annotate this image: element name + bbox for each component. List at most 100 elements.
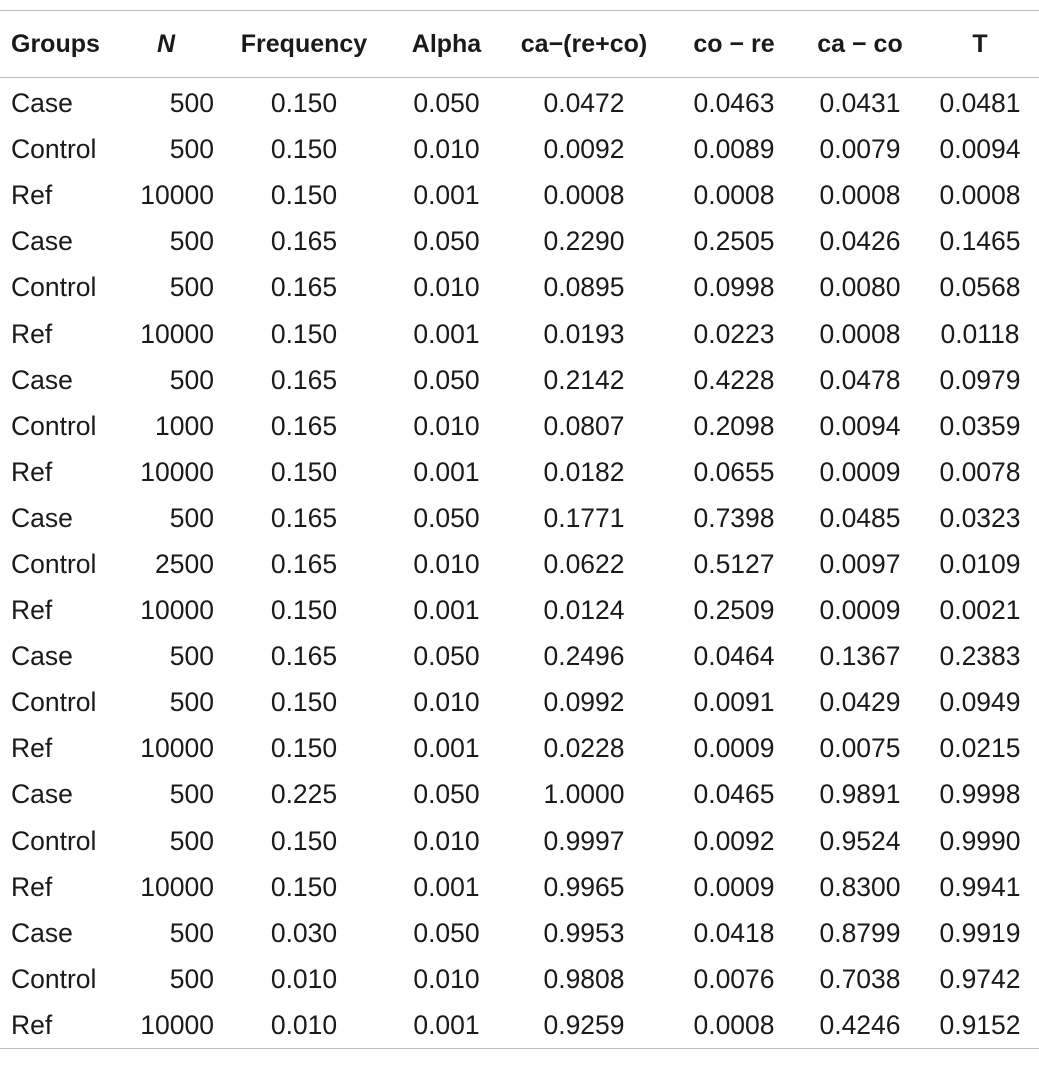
cell-n: 500 (169, 272, 214, 303)
cell-n: 10000 (140, 318, 214, 349)
cell-ca-minus-co: 0.7038 (819, 963, 901, 994)
cell-frequency: 0.165 (270, 502, 338, 533)
cell-co-minus-re: 0.0465 (693, 779, 775, 810)
cell-co-minus-re: 0.0009 (693, 733, 775, 764)
cell-n: 500 (169, 917, 214, 948)
cell-ca-minus-re-co: 0.9965 (543, 871, 625, 902)
cell-alpha: 0.050 (413, 226, 480, 257)
cell-t: 0.2383 (939, 641, 1021, 672)
cell-t: 0.0008 (939, 180, 1021, 211)
cell-group: Ref (11, 733, 53, 764)
cell-co-minus-re: 0.0463 (693, 88, 775, 119)
cell-co-minus-re: 0.0418 (693, 917, 775, 948)
cell-ca-minus-re-co: 0.0622 (543, 548, 625, 579)
cell-alpha: 0.010 (413, 134, 480, 165)
cell-co-minus-re: 0.0009 (693, 871, 775, 902)
cell-co-minus-re: 0.0464 (693, 641, 775, 672)
cell-ca-minus-re-co: 0.0807 (543, 410, 625, 441)
cell-alpha: 0.010 (413, 548, 480, 579)
table-row: Control 500 0.150 0.010 0.9997 0.0092 0.9524 0.… (0, 818, 1039, 864)
cell-ca-minus-co: 0.9891 (819, 779, 901, 810)
cell-n: 10000 (140, 733, 214, 764)
cell-frequency: 0.150 (270, 134, 338, 165)
cell-group: Case (11, 917, 73, 948)
header-t: T (972, 29, 988, 58)
cell-group: Control (11, 410, 97, 441)
header-groups: Groups (11, 29, 100, 58)
cell-frequency: 0.150 (270, 825, 338, 856)
cell-co-minus-re: 0.0076 (693, 963, 775, 994)
cell-t: 0.0094 (939, 134, 1021, 165)
cell-ca-minus-co: 0.0097 (819, 548, 901, 579)
cell-ca-minus-re-co: 0.0008 (543, 180, 625, 211)
table-row: Control 500 0.150 0.010 0.0992 0.0091 0.0429 0.… (0, 679, 1039, 725)
cell-co-minus-re: 0.0089 (693, 134, 775, 165)
cell-group: Ref (11, 180, 53, 211)
cell-co-minus-re: 0.2098 (693, 410, 775, 441)
cell-alpha: 0.010 (413, 272, 480, 303)
cell-alpha: 0.010 (413, 825, 480, 856)
cell-t: 0.1465 (939, 226, 1021, 257)
cell-group: Case (11, 364, 73, 395)
cell-co-minus-re: 0.0091 (693, 687, 775, 718)
cell-t: 0.0359 (939, 410, 1021, 441)
cell-ca-minus-co: 0.8300 (819, 871, 901, 902)
table-row: Case 500 0.165 0.050 0.1771 0.7398 0.0485 0.032… (0, 495, 1039, 541)
cell-group: Case (11, 226, 73, 257)
cell-t: 0.0118 (940, 318, 1020, 349)
table-row: Ref 10000 0.150 0.001 0.9965 0.0009 0.8300 0.99… (0, 864, 1039, 910)
cell-t: 0.9990 (939, 825, 1021, 856)
cell-t: 0.9152 (939, 1009, 1021, 1040)
cell-t: 0.9919 (939, 917, 1021, 948)
cell-frequency: 0.165 (270, 272, 338, 303)
cell-ca-minus-co: 0.0079 (819, 134, 901, 165)
table-row: Ref 10000 0.150 0.001 0.0228 0.0009 0.0075 0.02… (0, 725, 1039, 771)
cell-ca-minus-co: 0.0008 (819, 180, 901, 211)
cell-group: Case (11, 88, 73, 119)
cell-group: Control (11, 548, 97, 579)
cell-co-minus-re: 0.0008 (693, 1009, 775, 1040)
cell-group: Ref (11, 318, 53, 349)
cell-ca-minus-co: 0.0080 (819, 272, 901, 303)
cell-n: 500 (169, 687, 214, 718)
results-table-container: Groups N Frequency Alpha ca−(re+co) co −… (0, 10, 1039, 1049)
cell-ca-minus-re-co: 0.2142 (543, 364, 625, 395)
cell-alpha: 0.001 (413, 871, 480, 902)
cell-frequency: 0.165 (270, 364, 338, 395)
cell-frequency: 0.165 (270, 641, 338, 672)
cell-co-minus-re: 0.0655 (693, 456, 775, 487)
cell-co-minus-re: 0.5127 (693, 548, 775, 579)
cell-ca-minus-co: 0.1367 (819, 641, 901, 672)
cell-frequency: 0.165 (270, 548, 338, 579)
cell-ca-minus-re-co: 0.1771 (543, 502, 625, 533)
cell-n: 10000 (140, 456, 214, 487)
cell-alpha: 0.001 (413, 318, 480, 349)
cell-ca-minus-co: 0.0075 (819, 733, 901, 764)
header-ca-minus-re-co: ca−(re+co) (520, 29, 648, 58)
cell-alpha: 0.010 (413, 687, 480, 718)
cell-ca-minus-re-co: 0.9997 (543, 825, 625, 856)
cell-t: 0.9998 (939, 779, 1021, 810)
cell-co-minus-re: 0.0223 (693, 318, 775, 349)
cell-t: 0.0979 (939, 364, 1021, 395)
cell-ca-minus-co: 0.8799 (819, 917, 901, 948)
cell-co-minus-re: 0.2509 (693, 595, 775, 626)
cell-n: 10000 (140, 1009, 214, 1040)
cell-frequency: 0.150 (270, 88, 338, 119)
cell-ca-minus-re-co: 0.0472 (543, 88, 625, 119)
cell-t: 0.9742 (939, 963, 1021, 994)
cell-frequency: 0.150 (270, 871, 338, 902)
cell-n: 500 (169, 963, 214, 994)
cell-ca-minus-re-co: 0.0182 (543, 456, 625, 487)
table-row: Ref 10000 0.150 0.001 0.0182 0.0655 0.0009 0.00… (0, 449, 1039, 495)
table-body: Case 500 0.150 0.050 0.0472 0.0463 0.0431 0.048… (0, 78, 1039, 1049)
cell-frequency: 0.010 (270, 1009, 338, 1040)
cell-group: Case (11, 779, 73, 810)
cell-co-minus-re: 0.0998 (693, 272, 775, 303)
cell-group: Case (11, 502, 73, 533)
table-row: Control 500 0.165 0.010 0.0895 0.0998 0.0080 0.… (0, 264, 1039, 310)
cell-t: 0.9941 (939, 871, 1021, 902)
cell-t: 0.0215 (939, 733, 1021, 764)
cell-frequency: 0.225 (270, 779, 338, 810)
cell-alpha: 0.001 (413, 180, 480, 211)
